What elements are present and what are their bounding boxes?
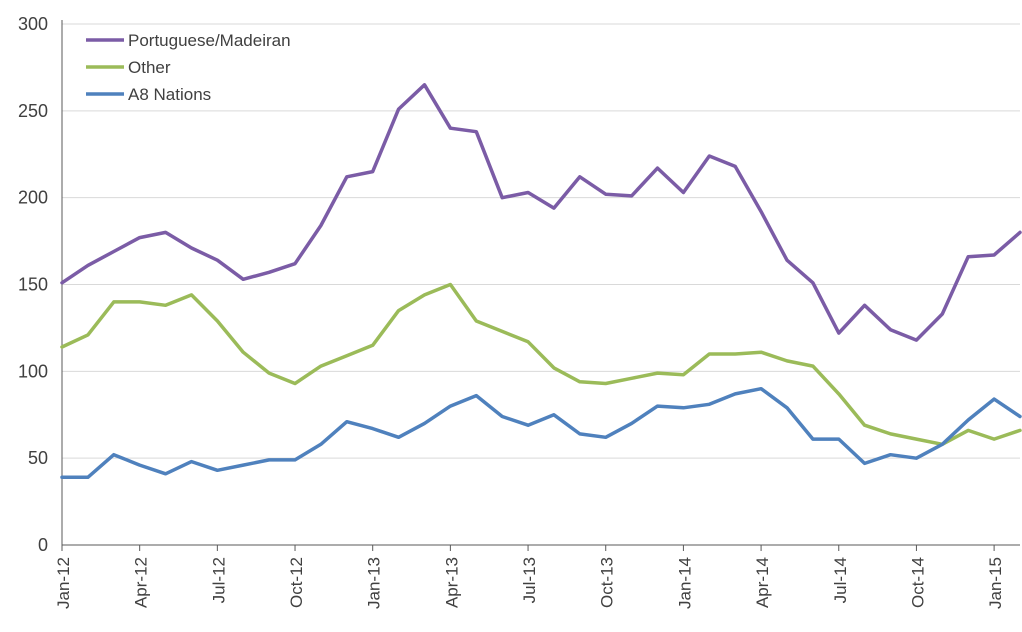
x-tick-label: Apr-12	[132, 557, 151, 608]
x-tick-label: Apr-13	[442, 557, 461, 608]
y-tick-label: 250	[18, 101, 48, 121]
x-tick-label: Jan-14	[675, 557, 694, 609]
legend: Portuguese/Madeiran Other A8 Nations	[86, 31, 291, 104]
y-tick-label: 50	[28, 448, 48, 468]
x-axis-ticks: Jan-12 Apr-12 Jul-12 Oct-12 Jan-13 Apr-13 Jul-…	[54, 545, 1005, 609]
series-line-1	[60, 83, 1022, 342]
x-tick-label: Oct-13	[598, 557, 617, 608]
series-lines	[60, 83, 1022, 480]
y-tick-label: 300	[18, 14, 48, 34]
series-line-2	[60, 282, 1022, 447]
x-tick-label: Jul-12	[209, 557, 228, 603]
y-tick-label: 100	[18, 361, 48, 381]
x-tick-label: Apr-14	[753, 557, 772, 608]
y-tick-label: 0	[38, 535, 48, 555]
series-line-3	[60, 386, 1022, 480]
x-tick-label: Jul-14	[831, 557, 850, 603]
x-tick-label: Jul-13	[520, 557, 539, 603]
y-axis-ticks: 0 50 100 150 200 250 300	[18, 14, 48, 555]
legend-label: Other	[128, 58, 171, 77]
y-tick-label: 200	[18, 188, 48, 208]
x-tick-label: Jan-15	[986, 557, 1005, 609]
legend-label: A8 Nations	[128, 85, 211, 104]
y-tick-label: 150	[18, 275, 48, 295]
x-tick-label: Oct-14	[908, 557, 927, 608]
x-tick-label: Jan-12	[54, 557, 73, 609]
x-tick-label: Jan-13	[365, 557, 384, 609]
legend-label: Portuguese/Madeiran	[128, 31, 291, 50]
x-tick-label: Oct-12	[287, 557, 306, 608]
